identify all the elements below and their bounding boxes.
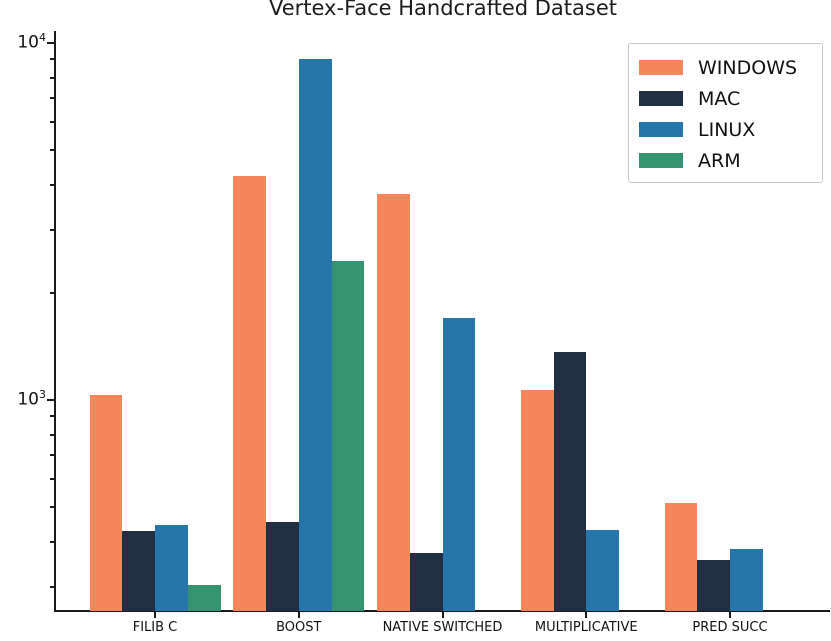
legend-label: LINUX <box>698 118 756 141</box>
legend-swatch-icon <box>639 60 683 75</box>
y-minor-tick <box>50 97 55 100</box>
legend-item-linux: LINUX <box>639 114 822 145</box>
bar-linux-filib-c <box>155 524 188 611</box>
chart-title: Vertex-Face Handcrafted Dataset <box>268 0 617 20</box>
bar-mac-boost <box>266 522 299 611</box>
x-tick <box>585 612 588 618</box>
x-tick-label-filib-c: FILIB C <box>132 620 178 635</box>
bar-linux-multiplicative <box>586 530 619 611</box>
bar-linux-native-switched <box>442 317 476 611</box>
y-major-tick <box>47 42 55 44</box>
legend-item-windows: WINDOWS <box>639 52 822 83</box>
x-tick-label-native-switched: NATIVE SWITCHED <box>382 620 503 635</box>
y-minor-tick <box>50 228 55 231</box>
bar-mac-native-switched <box>409 552 443 611</box>
x-axis-spine <box>54 610 830 612</box>
legend-label: WINDOWS <box>698 56 798 79</box>
y-minor-tick <box>50 506 55 509</box>
y-tick-label: 104 <box>17 31 46 53</box>
legend-swatch-icon <box>639 91 683 106</box>
x-tick <box>729 612 731 618</box>
bar-mac-pred-succ <box>697 560 730 611</box>
x-tick <box>441 612 444 618</box>
y-major-tick <box>47 399 55 401</box>
y-minor-tick <box>50 76 55 79</box>
y-minor-tick <box>50 478 55 481</box>
x-tick-label-multiplicative: MULTIPLICATIVE <box>534 620 638 635</box>
bar-windows-filib-c <box>89 395 123 611</box>
legend-item-arm: ARM <box>639 145 822 176</box>
legend-box: WINDOWS MAC LINUX ARM <box>628 43 823 183</box>
bar-linux-boost <box>298 58 332 611</box>
bar-windows-pred-succ <box>664 502 698 611</box>
x-tick <box>297 612 300 618</box>
legend-swatch-icon <box>639 153 683 168</box>
x-tick-label-boost: BOOST <box>276 620 322 635</box>
y-minor-tick <box>50 585 55 588</box>
y-minor-tick <box>50 149 55 152</box>
y-minor-tick <box>50 184 55 187</box>
y-tick-label: 103 <box>17 388 46 410</box>
legend-label: ARM <box>698 149 741 172</box>
legend-swatch-icon <box>639 122 683 137</box>
bar-windows-multiplicative <box>520 389 554 611</box>
bar-linux-pred-succ <box>730 548 763 611</box>
y-axis-spine <box>54 31 56 612</box>
bar-windows-native-switched <box>377 193 410 611</box>
bar-windows-boost <box>233 176 266 611</box>
y-minor-tick <box>50 433 55 436</box>
bar-arm-boost <box>331 261 365 611</box>
y-minor-tick <box>50 58 55 61</box>
y-minor-tick <box>50 121 55 124</box>
bar-mac-filib-c <box>122 530 155 611</box>
y-minor-tick <box>50 454 55 457</box>
bar-arm-filib-c <box>187 585 221 611</box>
y-minor-tick <box>50 415 55 418</box>
x-tick-label-pred-succ: PRED SUCC <box>692 620 768 635</box>
legend-item-mac: MAC <box>639 83 822 114</box>
y-minor-tick <box>50 541 55 544</box>
y-minor-tick <box>50 291 55 294</box>
x-tick <box>154 612 156 618</box>
bar-mac-multiplicative <box>553 352 587 611</box>
legend-label: MAC <box>698 87 741 110</box>
